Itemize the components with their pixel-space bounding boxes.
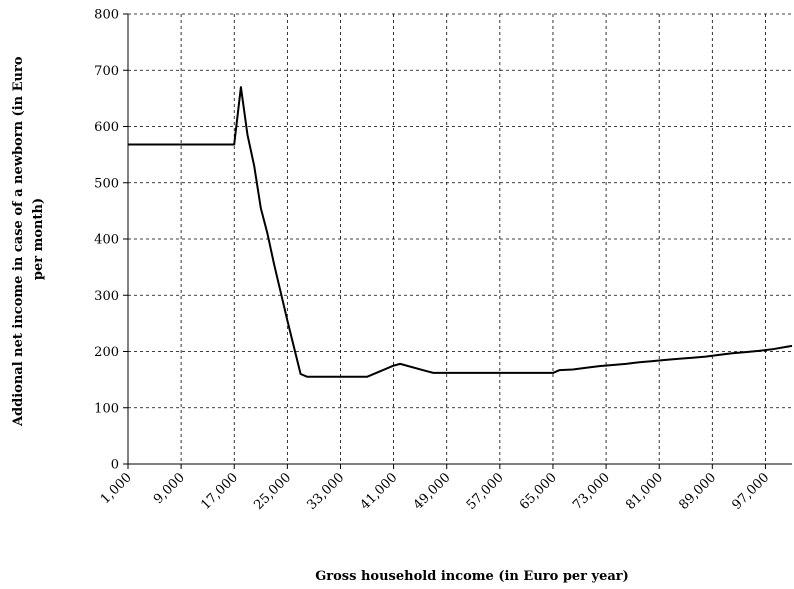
y-axis-title: Addional net income in case of a newborn… [11, 52, 46, 427]
y-tick-label: 600 [94, 120, 119, 135]
y-tick-label: 0 [111, 458, 119, 473]
x-tick-label: 33,000 [305, 470, 348, 513]
x-tick-label: 97,000 [729, 470, 772, 513]
y-tick-label: 300 [94, 289, 119, 304]
x-tick-label: 65,000 [517, 470, 560, 513]
x-tick-label: 41,000 [358, 470, 401, 513]
x-tick-label: 57,000 [464, 470, 507, 513]
y-tick-label: 400 [94, 233, 119, 248]
x-tick-label: 17,000 [198, 470, 241, 513]
y-tick-label: 800 [94, 8, 119, 23]
gridlines [128, 13, 792, 464]
series-line [128, 86, 793, 378]
x-tick-label: 25,000 [251, 470, 294, 513]
tick-labels: 0 100 200 300 400 500 600 700 800 1,000 9,000 17,00… [94, 8, 772, 514]
x-tick-label: 49,000 [411, 470, 454, 513]
x-tick-label: 9,000 [151, 470, 188, 507]
x-tick-label: 89,000 [676, 470, 719, 513]
y-tick-label: 700 [94, 64, 119, 79]
y-axis-title-line-2: per month) [31, 198, 46, 280]
x-tick-label: 1,000 [98, 470, 135, 507]
x-tick-label: 73,000 [570, 470, 613, 513]
x-axis-title: Gross household income (in Euro per year… [315, 569, 629, 584]
y-axis-title-line-1: Addional net income in case of a newborn… [11, 56, 26, 427]
x-tick-label: 81,000 [623, 470, 666, 513]
y-tick-label: 100 [94, 401, 119, 416]
y-tick-label: 200 [94, 345, 119, 360]
y-tick-label: 500 [94, 176, 119, 191]
series-layer [128, 86, 793, 378]
axes [123, 13, 792, 469]
